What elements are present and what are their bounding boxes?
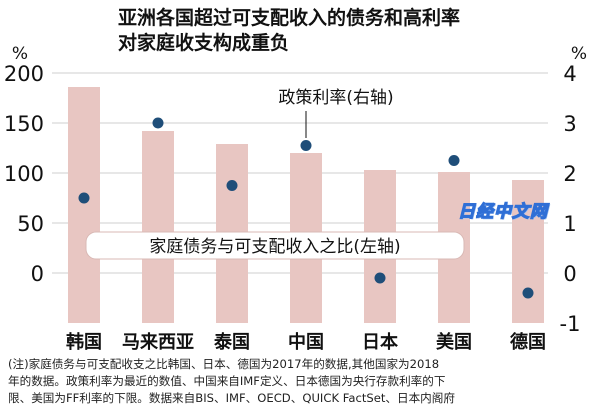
x-tick-label: 德国 bbox=[510, 331, 546, 353]
bar bbox=[142, 131, 174, 323]
y-right-tick-label: 2 bbox=[563, 162, 576, 186]
y-left-tick-label: 50 bbox=[17, 212, 44, 236]
watermark: 日经中文网 bbox=[457, 201, 548, 222]
dots bbox=[78, 117, 534, 299]
dot bbox=[152, 117, 164, 129]
dot bbox=[448, 155, 460, 166]
y-left-tick-label: 0 bbox=[31, 262, 44, 286]
bar-scatter-chart: 家庭债务与可支配收入之比(左轴) 政策利率(右轴) 0 50 100 150 200% -… bbox=[4, 44, 587, 353]
y-left-tick-label: 150 bbox=[4, 112, 44, 136]
y-left-unit: % bbox=[12, 44, 28, 64]
y-right-unit: % bbox=[571, 44, 587, 64]
x-tick-label: 日本 bbox=[362, 331, 398, 353]
y-right-tick-label: 1 bbox=[563, 212, 576, 236]
y-right-tick-label: 0 bbox=[563, 262, 576, 286]
legend-dot-label: 政策利率(右轴) bbox=[278, 88, 393, 108]
x-tick-label: 中国 bbox=[288, 331, 324, 353]
legend-bar-label: 家庭债务与可支配收入之比(左轴) bbox=[149, 237, 400, 257]
x-tick-label: 韩国 bbox=[66, 331, 102, 353]
y-left-tick-label: 100 bbox=[4, 162, 44, 186]
y-right-tick-label: 4 bbox=[563, 62, 576, 86]
x-tick-label: 马来西亚 bbox=[122, 332, 194, 353]
dot bbox=[78, 192, 90, 204]
legend-bar-box bbox=[85, 231, 465, 260]
y-right-tick-label: 3 bbox=[563, 112, 576, 136]
legend-bar-series: 家庭债务与可支配收入之比(左轴) bbox=[85, 231, 465, 260]
chart-title: 亚洲各国超过可支配收入的债务和高利率 bbox=[118, 7, 461, 29]
y-left-tick-label: 200 bbox=[4, 62, 44, 86]
dot bbox=[374, 272, 386, 284]
dot bbox=[522, 287, 534, 299]
axes: 0 50 100 150 200% -1 0 1 2 3 4% 韩国 马来西亚 泰国 中国 日本 美国 德国 bbox=[4, 44, 587, 353]
footnote: (注)家庭债务与可支配收支之比韩国、日本、德国为2017年的数据,其他国家为20… bbox=[8, 356, 594, 407]
legend-dot-box bbox=[250, 83, 422, 110]
bar bbox=[68, 87, 100, 323]
y-right-tick-label: -1 bbox=[560, 312, 581, 336]
x-tick-label: 美国 bbox=[436, 331, 472, 353]
footnote-line-2: 年的数据。政策利率为最近的数值、中国来自IMF定义、日本德国为央行存款利率的下 bbox=[8, 374, 446, 388]
x-tick-label: 泰国 bbox=[213, 331, 250, 353]
dot bbox=[226, 180, 238, 191]
footnote-line-3: 限、美国为FF利率的下限。数据来自BIS、IMF、OECD、QUICK Fact… bbox=[8, 391, 455, 405]
dot bbox=[300, 140, 312, 151]
chart-subtitle: 对家庭收支构成重负 bbox=[118, 32, 290, 54]
bar bbox=[512, 180, 544, 323]
legend-dot-series: 政策利率(右轴) bbox=[250, 83, 422, 138]
footnote-line-1: (注)家庭债务与可支配收支之比韩国、日本、德国为2017年的数据,其他国家为20… bbox=[8, 357, 440, 371]
